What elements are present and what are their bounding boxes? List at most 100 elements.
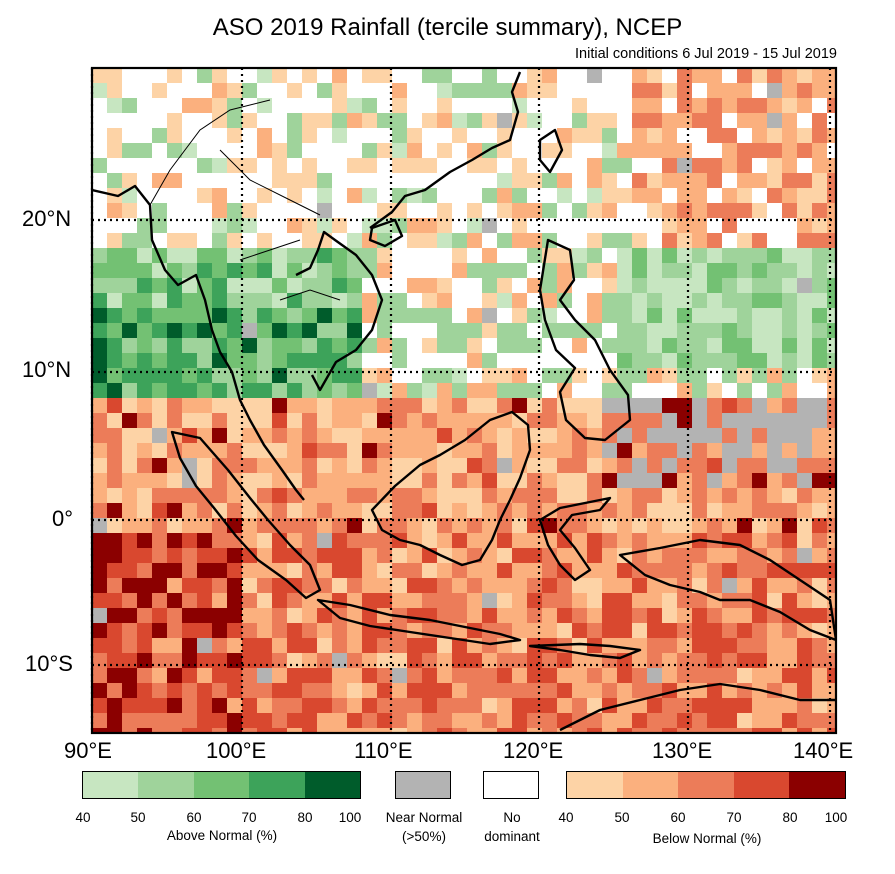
tercile-cell <box>587 518 602 533</box>
tercile-cell <box>767 638 782 653</box>
tercile-cell <box>107 308 122 323</box>
tercile-cell <box>347 683 362 698</box>
tercile-cell <box>452 698 467 713</box>
tercile-cell <box>212 158 227 173</box>
tercile-cell <box>92 158 107 173</box>
tercile-cell <box>302 68 317 83</box>
tercile-cell <box>227 728 242 733</box>
tercile-cell <box>647 413 662 428</box>
tercile-cell <box>827 218 836 233</box>
tercile-cell <box>722 518 737 533</box>
tercile-cell <box>707 203 722 218</box>
tercile-cell <box>497 668 512 683</box>
tercile-cell <box>377 683 392 698</box>
tercile-cell <box>152 668 167 683</box>
tercile-cell <box>272 503 287 518</box>
tercile-cell <box>512 578 527 593</box>
tercile-cell <box>137 533 152 548</box>
tercile-cell <box>737 83 752 98</box>
tercile-cell <box>227 338 242 353</box>
tercile-cell <box>767 518 782 533</box>
tercile-cell <box>482 443 497 458</box>
tercile-cell <box>182 383 197 398</box>
tercile-cell <box>542 428 557 443</box>
tercile-cell <box>122 488 137 503</box>
tercile-cell <box>662 218 677 233</box>
tercile-cell <box>737 158 752 173</box>
tercile-cell <box>722 323 737 338</box>
tercile-cell <box>692 428 707 443</box>
tercile-cell <box>587 593 602 608</box>
tercile-cell <box>287 338 302 353</box>
tercile-cell <box>317 263 332 278</box>
tercile-cell <box>332 68 347 83</box>
tercile-cell <box>257 188 272 203</box>
tercile-cell <box>227 698 242 713</box>
tercile-cell <box>647 173 662 188</box>
tercile-cell <box>212 428 227 443</box>
tercile-cell <box>737 428 752 443</box>
tercile-cell <box>527 533 542 548</box>
tercile-cell <box>437 713 452 728</box>
tercile-cell <box>302 488 317 503</box>
tercile-cell <box>422 293 437 308</box>
tercile-cell <box>257 263 272 278</box>
tercile-cell <box>587 68 602 83</box>
lon-label-140e: 140°E <box>793 738 854 763</box>
tercile-cell <box>497 293 512 308</box>
tercile-cell <box>257 533 272 548</box>
tercile-cell <box>692 443 707 458</box>
tercile-cell <box>497 728 512 733</box>
tercile-cell <box>242 593 257 608</box>
tercile-cell <box>452 563 467 578</box>
tercile-cell <box>692 353 707 368</box>
tercile-cell <box>257 248 272 263</box>
tercile-cell <box>662 353 677 368</box>
tercile-cell <box>602 143 617 158</box>
tercile-cell <box>287 638 302 653</box>
tercile-cell <box>317 113 332 128</box>
tercile-cell <box>602 173 617 188</box>
tercile-cell <box>242 458 257 473</box>
tercile-cell <box>737 248 752 263</box>
tercile-cell <box>452 368 467 383</box>
tercile-cell <box>632 608 647 623</box>
tercile-cell <box>92 713 107 728</box>
tercile-cell <box>212 668 227 683</box>
tercile-cell <box>692 338 707 353</box>
tercile-cell <box>662 128 677 143</box>
tercile-cell <box>347 338 362 353</box>
tercile-cell <box>332 518 347 533</box>
tercile-cell <box>722 473 737 488</box>
tercile-cell <box>737 263 752 278</box>
tercile-cell <box>197 98 212 113</box>
tercile-cell <box>737 308 752 323</box>
tercile-cell <box>827 683 836 698</box>
tercile-cell <box>557 488 572 503</box>
tercile-cell <box>707 548 722 563</box>
tercile-cell <box>347 458 362 473</box>
tercile-cell <box>332 83 347 98</box>
tercile-cell <box>527 548 542 563</box>
tercile-cell <box>767 428 782 443</box>
tercile-cell <box>572 338 587 353</box>
tercile-cell <box>722 263 737 278</box>
tercile-cell <box>677 173 692 188</box>
tercile-cell <box>257 653 272 668</box>
tercile-cell <box>332 668 347 683</box>
tercile-cell <box>677 278 692 293</box>
tercile-cell <box>482 713 497 728</box>
tercile-cell <box>392 518 407 533</box>
tercile-cell <box>407 308 422 323</box>
tercile-cell <box>302 533 317 548</box>
tercile-cell <box>722 188 737 203</box>
tercile-cell <box>557 173 572 188</box>
tercile-cell <box>287 728 302 733</box>
tercile-cell <box>317 713 332 728</box>
tercile-cell <box>482 263 497 278</box>
tercile-cell <box>107 338 122 353</box>
tercile-cell <box>707 668 722 683</box>
tercile-cell <box>452 428 467 443</box>
tercile-cell <box>752 413 767 428</box>
tercile-cell <box>122 293 137 308</box>
